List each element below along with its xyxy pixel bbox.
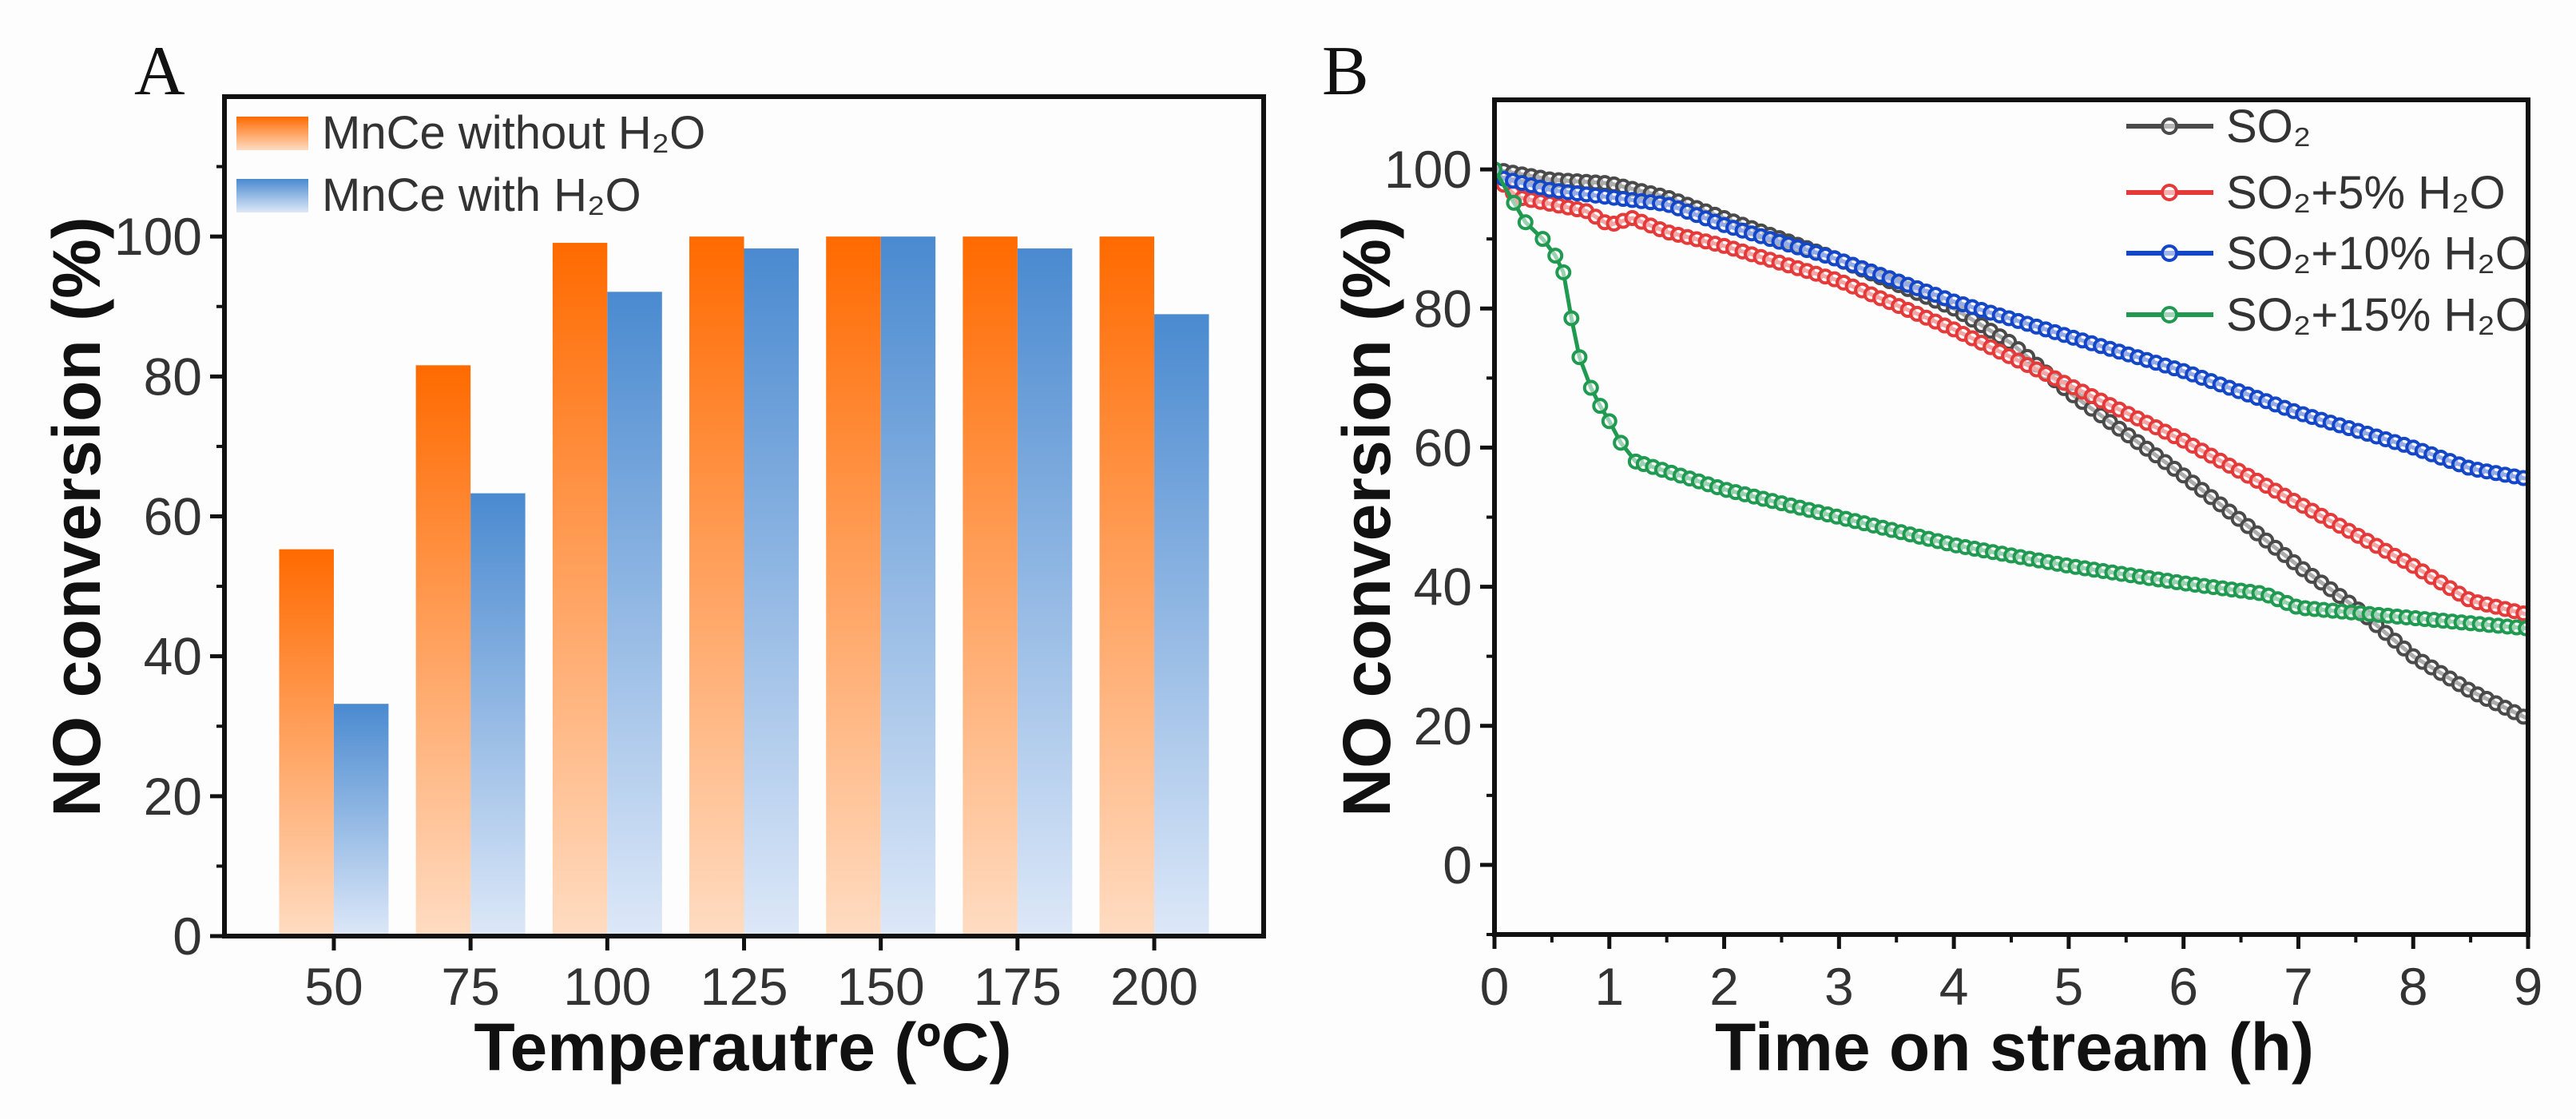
bar-without-h2o — [1099, 236, 1155, 937]
data-point — [1582, 379, 1599, 396]
axis-ticks-a: 50 75 100 125 150 175 200 0 20 40 60 80 100 — [114, 165, 1198, 1016]
y-tick-label-a: 0 — [173, 907, 202, 966]
legend-label: SO₂ — [2226, 101, 2311, 153]
x-axis-title-a: Temperautre (ºC) — [474, 1010, 1011, 1085]
bar-with-h2o — [1017, 248, 1073, 936]
legend-label: SO₂+10% H₂O — [2226, 228, 2531, 280]
y-tick-label-a: 20 — [144, 767, 202, 826]
y-tick-label-a: 100 — [114, 207, 202, 266]
x-tick-label-b: 8 — [2399, 957, 2428, 1016]
x-tick-label-a: 175 — [974, 957, 1062, 1016]
data-point — [1563, 310, 1580, 327]
legend-swatch-orange — [236, 117, 308, 150]
legend-label: SO₂+5% H₂O — [2226, 167, 2506, 219]
legend-swatch-blue — [236, 179, 308, 212]
bars-a — [279, 236, 1209, 937]
legend-b: SO₂ SO₂+5% H₂O SO₂+10% H₂O SO₂+15% H₂O — [2126, 101, 2531, 341]
data-point — [1547, 248, 1564, 264]
bar-without-h2o — [963, 236, 1018, 937]
bar-with-h2o — [470, 493, 526, 936]
data-point — [1592, 398, 1609, 415]
data-point — [1517, 214, 1534, 231]
x-tick-label-b: 2 — [1709, 957, 1739, 1016]
panel-label-a: A — [134, 33, 185, 110]
y-tick-label-b: 100 — [1384, 140, 1472, 199]
y-tick-label-a: 60 — [144, 487, 202, 546]
bar-without-h2o — [279, 549, 334, 936]
y-tick-label-b: 80 — [1414, 279, 1472, 338]
x-tick-label-b: 6 — [2169, 957, 2198, 1016]
legend-label-with-h2o: MnCe with H₂O — [322, 169, 641, 221]
bar-without-h2o — [689, 236, 744, 937]
y-tick-label-b: 0 — [1443, 835, 1472, 895]
y-tick-label-b: 60 — [1414, 418, 1472, 477]
x-tick-label-b: 5 — [2054, 957, 2084, 1016]
data-point — [2515, 605, 2528, 622]
data-point — [1506, 194, 1522, 211]
y-tick-label-a: 80 — [144, 347, 202, 406]
legend-marker — [2161, 244, 2178, 262]
axis-ticks-b: 0 1 2 3 4 5 6 7 8 9 0 20 40 60 80 100 — [1384, 140, 2542, 1016]
legend-label: SO₂+15% H₂O — [2226, 289, 2531, 341]
x-tick-label-b: 7 — [2284, 957, 2313, 1016]
x-tick-label-b: 0 — [1480, 957, 1510, 1016]
data-point — [1534, 231, 1551, 248]
legend-label-without-h2o: MnCe without H₂O — [322, 107, 705, 159]
x-tick-label-a: 150 — [837, 957, 925, 1016]
x-tick-label-b: 9 — [2514, 957, 2543, 1016]
data-point — [1571, 349, 1588, 366]
legend-marker — [2161, 184, 2178, 201]
y-axis-title-a: NO conversion (%) — [39, 216, 114, 816]
x-tick-label-b: 3 — [1824, 957, 1854, 1016]
legend-a: MnCe without H₂O MnCe with H₂O — [236, 107, 705, 221]
y-tick-label-b: 40 — [1414, 558, 1472, 617]
bar-with-h2o — [1154, 314, 1209, 936]
bar-with-h2o — [607, 292, 662, 936]
y-tick-label-b: 20 — [1414, 696, 1472, 756]
bar-with-h2o — [880, 236, 936, 937]
lines-b — [1494, 161, 2528, 725]
data-point — [1613, 435, 1629, 451]
x-tick-label-a: 50 — [304, 957, 363, 1016]
bar-without-h2o — [415, 365, 471, 936]
bar-without-h2o — [552, 243, 608, 936]
x-tick-label-a: 100 — [563, 957, 651, 1016]
data-point — [1601, 413, 1617, 430]
y-tick-label-a: 40 — [144, 627, 202, 686]
bar-with-h2o — [333, 704, 389, 936]
panel-label-b: B — [1322, 33, 1369, 110]
bar-without-h2o — [826, 236, 881, 937]
data-point — [1555, 264, 1572, 280]
x-tick-label-a: 200 — [1110, 957, 1198, 1016]
data-point — [2515, 470, 2528, 486]
legend-marker — [2161, 306, 2178, 323]
x-axis-title-b: Time on stream (h) — [1715, 1010, 2314, 1085]
data-point — [2515, 708, 2528, 725]
y-axis-title-b: NO conversion (%) — [1329, 216, 1404, 816]
legend-marker — [2161, 117, 2178, 135]
x-tick-label-b: 1 — [1594, 957, 1624, 1016]
x-tick-label-a: 75 — [441, 957, 499, 1016]
bar-with-h2o — [744, 248, 799, 936]
x-tick-label-a: 125 — [700, 957, 788, 1016]
x-tick-label-b: 4 — [1939, 957, 1969, 1016]
